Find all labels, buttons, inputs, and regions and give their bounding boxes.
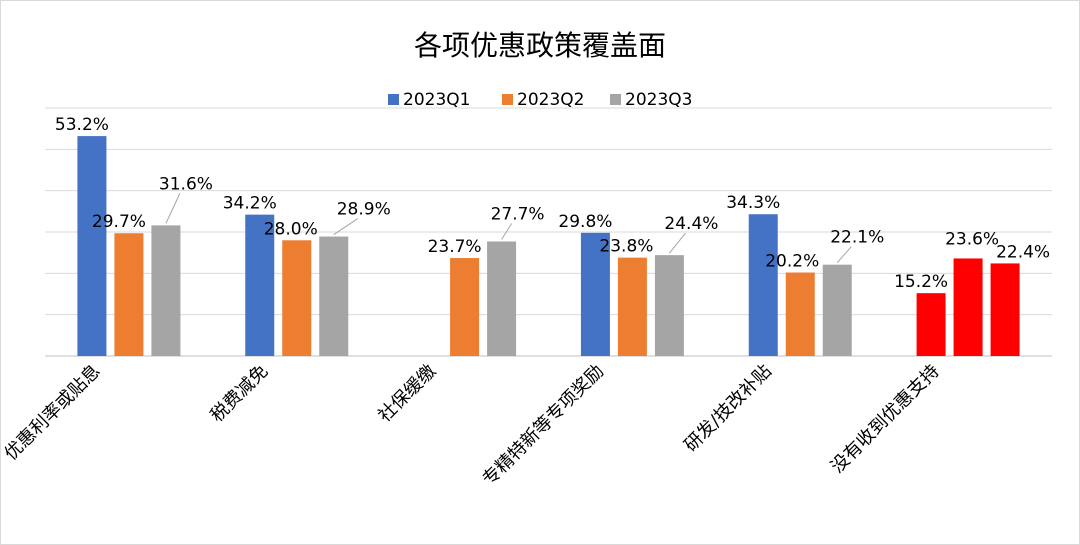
legend-label-2023Q1: 2023Q1 [403,90,470,110]
bar-3-2023Q1 [580,232,610,356]
data-labels: 53.2% 29.7% 31.6% 34.2% 28.0% 28.9% 23.7% 27.7%… [55,115,1050,292]
category-label-1: 税费减免 [207,361,273,427]
data-label-5-2023Q1: 15.2% [894,272,948,292]
leader-line-2-2023Q3 [501,223,513,240]
data-label-4-2023Q1: 34.3% [726,193,780,213]
data-label-5-2023Q2: 23.6% [945,229,999,249]
category-label-3: 专精特新等专项奖励 [479,361,608,490]
legend-swatch-2023Q3 [610,94,621,105]
data-label-0-2023Q3: 31.6% [159,174,213,194]
category-label-2: 社保缓缴 [374,361,440,427]
legend-label-2023Q3: 2023Q3 [625,90,692,110]
leader-lines [165,193,852,263]
bar-1-2023Q3 [319,236,349,356]
bar-0-2023Q2 [114,233,144,356]
legend-label-2023Q2: 2023Q2 [517,90,584,110]
bar-4-2023Q2 [785,272,815,356]
category-label-5: 没有收到优惠支持 [827,361,944,478]
bar-0-2023Q3 [151,225,181,356]
bar-1-2023Q1 [245,214,275,356]
data-label-4-2023Q3: 22.1% [830,228,884,248]
bar-2-2023Q3 [487,241,517,356]
data-label-5-2023Q3: 22.4% [996,242,1050,262]
legend-swatch-2023Q2 [502,94,513,105]
bars [77,136,1020,356]
category-label-0: 优惠利率或贴息 [1,361,105,465]
bar-5-2023Q2 [953,258,983,356]
bar-0-2023Q1 [77,136,107,356]
bar-4-2023Q3 [822,264,852,356]
bar-5-2023Q3 [990,263,1020,356]
legend-swatch-2023Q1 [388,94,399,105]
data-label-2-2023Q2: 23.7% [428,237,482,257]
data-label-1-2023Q2: 28.0% [264,219,318,239]
data-label-3-2023Q2: 23.8% [599,237,653,257]
data-label-1-2023Q3: 28.9% [337,200,391,220]
leader-line-4-2023Q3 [836,246,852,263]
data-label-0-2023Q2: 29.7% [92,212,146,232]
data-label-4-2023Q2: 20.2% [765,252,819,272]
bar-5-2023Q1 [916,293,946,356]
data-label-3-2023Q3: 24.4% [664,214,718,234]
leader-line-0-2023Q3 [165,193,181,224]
gridlines [45,107,1052,357]
chart-title: 各项优惠政策覆盖面 [414,29,666,62]
legend: 2023Q1 2023Q2 2023Q3 [388,90,692,110]
data-label-3-2023Q1: 29.8% [558,212,612,232]
category-labels: 优惠利率或贴息 税费减免 社保缓缴 专精特新等专项奖励 研发/技改补贴 没有收到优惠支持 [1,361,944,490]
bar-2-2023Q2 [450,258,480,356]
bar-4-2023Q1 [748,214,778,356]
data-label-1-2023Q1: 34.2% [223,194,277,214]
leader-line-1-2023Q3 [333,218,359,235]
data-label-2-2023Q3: 27.7% [491,205,545,225]
leader-line-3-2023Q3 [669,232,686,254]
data-label-0-2023Q1: 53.2% [55,115,109,135]
bar-1-2023Q2 [282,240,312,356]
bar-3-2023Q3 [654,255,684,356]
bar-3-2023Q2 [617,257,647,356]
category-label-4: 研发/技改补贴 [680,361,776,457]
